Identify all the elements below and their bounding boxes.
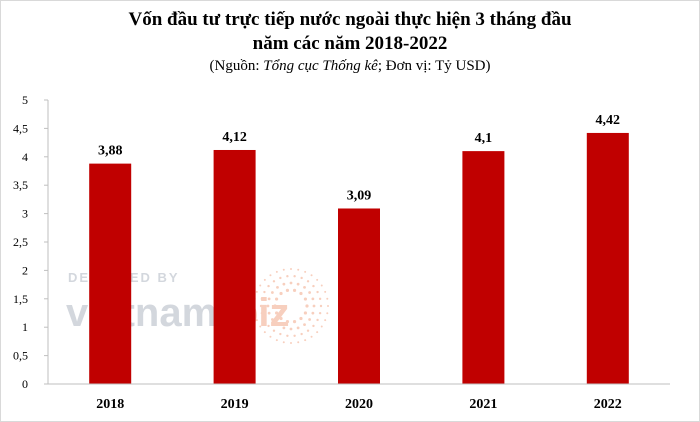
chart-title-line-1: Vốn đầu tư trực tiếp nước ngoài thực hiệ… xyxy=(128,9,572,30)
y-tick-label: 4 xyxy=(22,150,28,164)
y-tick-label: 3 xyxy=(22,207,28,221)
y-tick-label: 0,5 xyxy=(13,349,28,363)
x-tick-label-2019: 2019 xyxy=(221,397,249,412)
y-tick-label: 2,5 xyxy=(13,235,28,249)
bar-2022 xyxy=(586,132,629,384)
x-tick-label-2022: 2022 xyxy=(594,397,622,412)
y-tick-label: 1 xyxy=(22,320,28,334)
x-tick-label-2020: 2020 xyxy=(345,397,373,412)
chart-title-line-2: năm các năm 2018-2022 xyxy=(252,33,448,54)
y-tick-label: 0 xyxy=(22,377,28,391)
chart-title-block: Vốn đầu tư trực tiếp nước ngoài thực hiệ… xyxy=(0,8,700,76)
y-tick-label: 2 xyxy=(22,263,28,277)
bar-2018 xyxy=(89,163,132,384)
bars: 3,88 4,12 3,09 4,1 4,42 xyxy=(89,113,629,384)
subtitle-suffix: ; Đơn vị: Tỷ USD) xyxy=(377,58,491,74)
x-tick-label-2021: 2021 xyxy=(469,397,497,412)
y-tick-label: 3,5 xyxy=(13,178,28,192)
data-label-2018: 3,88 xyxy=(98,144,123,159)
bar-2021 xyxy=(462,151,505,384)
chart-subtitle: (Nguồn: Tổng cục Thống kê; Đơn vị: Tỷ US… xyxy=(0,56,700,76)
data-label-2019: 4,12 xyxy=(222,130,247,145)
subtitle-prefix: (Nguồn: xyxy=(209,58,264,74)
bar-2019 xyxy=(213,149,256,384)
y-tick-label: 1,5 xyxy=(13,292,28,306)
x-tick-label-2018: 2018 xyxy=(96,397,124,412)
x-axis: 2018 2019 2020 2021 2022 xyxy=(48,383,670,412)
y-tick-label: 5 xyxy=(22,93,28,107)
subtitle-source: Tổng cục Thống kê xyxy=(263,58,378,74)
y-tick-label: 4,5 xyxy=(13,121,28,135)
data-label-2021: 4,1 xyxy=(475,131,493,146)
y-axis: 0 0,5 1 1,5 2 2,5 3 3,5 4 4,5 5 xyxy=(13,93,49,391)
bar-2020 xyxy=(338,208,380,384)
data-label-2022: 4,42 xyxy=(596,113,621,128)
data-label-2020: 3,09 xyxy=(347,188,372,203)
